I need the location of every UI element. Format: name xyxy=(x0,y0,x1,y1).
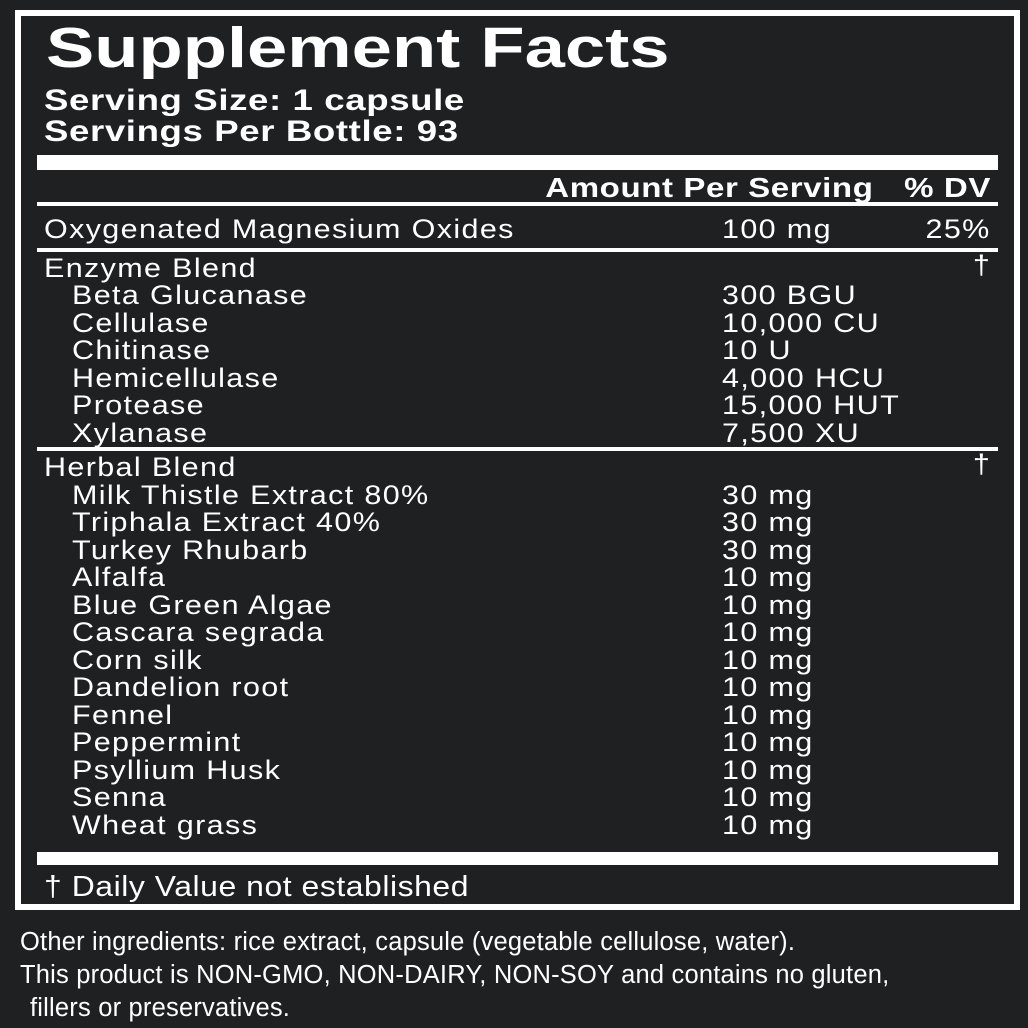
product-claims-line: This product is NON-GMO, NON-DAIRY, NON-… xyxy=(20,961,890,989)
serving-size-line: Serving Size: 1 capsule xyxy=(44,84,465,117)
ingredient-name: Protease xyxy=(72,390,205,420)
supplement-facts-panel: Supplement Facts Serving Size: 1 capsule… xyxy=(15,10,1020,910)
ingredient-amount: 4,000 HCU xyxy=(722,362,886,393)
column-header-amount: Amount Per Serving xyxy=(545,172,874,203)
ingredient-row: Psyllium Husk 10 mg xyxy=(44,754,991,785)
ingredient-dv: 25% xyxy=(925,214,991,244)
ingredient-amount: 10,000 CU xyxy=(722,307,881,338)
ingredient-amount: 10 mg xyxy=(722,809,814,840)
ingredient-amount: 7,500 XU xyxy=(722,417,861,448)
ingredient-amount: 10 U xyxy=(722,335,792,365)
ingredient-row: Alfalfa 10 mg xyxy=(44,562,991,592)
ingredient-name: Beta Glucanase xyxy=(72,280,309,310)
ingredient-name: Wheat grass xyxy=(72,809,259,840)
ingredient-name: Alfalfa xyxy=(72,562,167,592)
dagger-symbol: † xyxy=(972,249,991,280)
ingredient-name: Xylanase xyxy=(72,417,209,448)
ingredient-amount: 30 mg xyxy=(722,534,814,565)
ingredient-row: Cellulase 10,000 CU xyxy=(44,307,991,338)
ingredient-amount: 30 mg xyxy=(722,507,814,537)
ingredient-amount: 10 mg xyxy=(722,754,814,785)
other-ingredients-line: Other ingredients: rice extract, capsule… xyxy=(20,928,796,956)
ingredient-row-magnesium: Oxygenated Magnesium Oxides 100 mg 25% xyxy=(44,206,991,248)
ingredient-amount: 10 mg xyxy=(722,617,814,647)
ingredient-name: Psyllium Husk xyxy=(72,754,282,785)
blend-name: Enzyme Blend xyxy=(44,252,258,283)
divider-thick-top xyxy=(37,155,998,170)
divider-thin-1 xyxy=(37,202,998,206)
column-header-row: Amount Per Serving % DV xyxy=(0,173,991,202)
ingredient-row: Dandelion root 10 mg xyxy=(44,672,991,702)
ingredient-row: Triphala Extract 40% 30 mg xyxy=(44,507,991,537)
ingredient-row: Milk Thistle Extract 80% 30 mg xyxy=(44,479,991,510)
ingredient-row: Xylanase 7,500 XU xyxy=(44,417,991,448)
column-header-dv: % DV xyxy=(904,172,991,203)
ingredient-row: Turkey Rhubarb 30 mg xyxy=(44,534,991,565)
ingredient-row: Peppermint 10 mg xyxy=(44,727,991,757)
ingredient-name: Peppermint xyxy=(72,727,242,757)
ingredient-name: Cascara segrada xyxy=(72,617,325,647)
ingredient-amount: 10 mg xyxy=(722,672,814,702)
ingredient-name: Chitinase xyxy=(72,335,212,365)
divider-thin-3 xyxy=(37,447,998,451)
ingredient-amount: 100 mg xyxy=(722,214,832,244)
ingredient-name: Oxygenated Magnesium Oxides xyxy=(44,214,515,244)
ingredient-name: Cellulase xyxy=(72,307,210,338)
ingredient-row: Chitinase 10 U xyxy=(44,335,991,365)
ingredient-amount: 10 mg xyxy=(722,562,814,592)
ingredient-amount: 30 mg xyxy=(722,479,814,510)
ingredient-name: Senna xyxy=(72,782,168,812)
ingredient-row: Corn silk 10 mg xyxy=(44,644,991,675)
ingredient-amount: 10 mg xyxy=(722,782,814,812)
daily-value-footnote: † Daily Value not established xyxy=(44,871,470,903)
ingredient-row: Senna 10 mg xyxy=(44,782,991,812)
ingredient-amount: 10 mg xyxy=(722,699,814,730)
ingredient-row: Protease 15,000 HUT xyxy=(44,390,991,420)
ingredient-amount: 10 mg xyxy=(722,644,814,675)
servings-per-bottle-line: Servings Per Bottle: 93 xyxy=(44,115,459,148)
ingredient-amount: 10 mg xyxy=(722,727,814,757)
ingredient-name: Hemicellulase xyxy=(72,362,280,393)
ingredient-name: Turkey Rhubarb xyxy=(72,534,309,565)
ingredient-row: Wheat grass 10 mg xyxy=(44,809,991,840)
dagger-symbol: † xyxy=(972,449,991,479)
ingredient-name: Blue Green Algae xyxy=(72,589,333,620)
ingredient-name: Dandelion root xyxy=(72,672,290,702)
ingredient-amount: 300 BGU xyxy=(722,280,857,310)
ingredient-row: Hemicellulase 4,000 HCU xyxy=(44,362,991,393)
ingredient-row: Beta Glucanase 300 BGU xyxy=(44,280,991,310)
ingredient-name: Corn silk xyxy=(72,644,203,675)
ingredient-name: Milk Thistle Extract 80% xyxy=(72,479,430,510)
panel-title: Supplement Facts xyxy=(46,16,670,80)
ingredient-row: Blue Green Algae 10 mg xyxy=(44,589,991,620)
divider-thick-bottom xyxy=(37,852,998,865)
ingredient-amount: 15,000 HUT xyxy=(722,390,901,420)
divider-thin-2 xyxy=(37,247,998,252)
product-claims-continued: fillers or preservatives. xyxy=(30,994,291,1022)
ingredient-name: Triphala Extract 40% xyxy=(72,507,382,537)
ingredient-amount: 10 mg xyxy=(722,589,814,620)
ingredient-row: Cascara segrada 10 mg xyxy=(44,617,991,647)
herbal-blend-header-row: Herbal Blend † xyxy=(44,449,991,482)
ingredient-row: Fennel 10 mg xyxy=(44,699,991,730)
enzyme-blend-header-row: Enzyme Blend † xyxy=(44,249,991,283)
blend-name: Herbal Blend xyxy=(44,452,237,482)
other-ingredients-section: Other ingredients: rice extract, capsule… xyxy=(20,926,889,1025)
ingredient-name: Fennel xyxy=(72,699,174,730)
